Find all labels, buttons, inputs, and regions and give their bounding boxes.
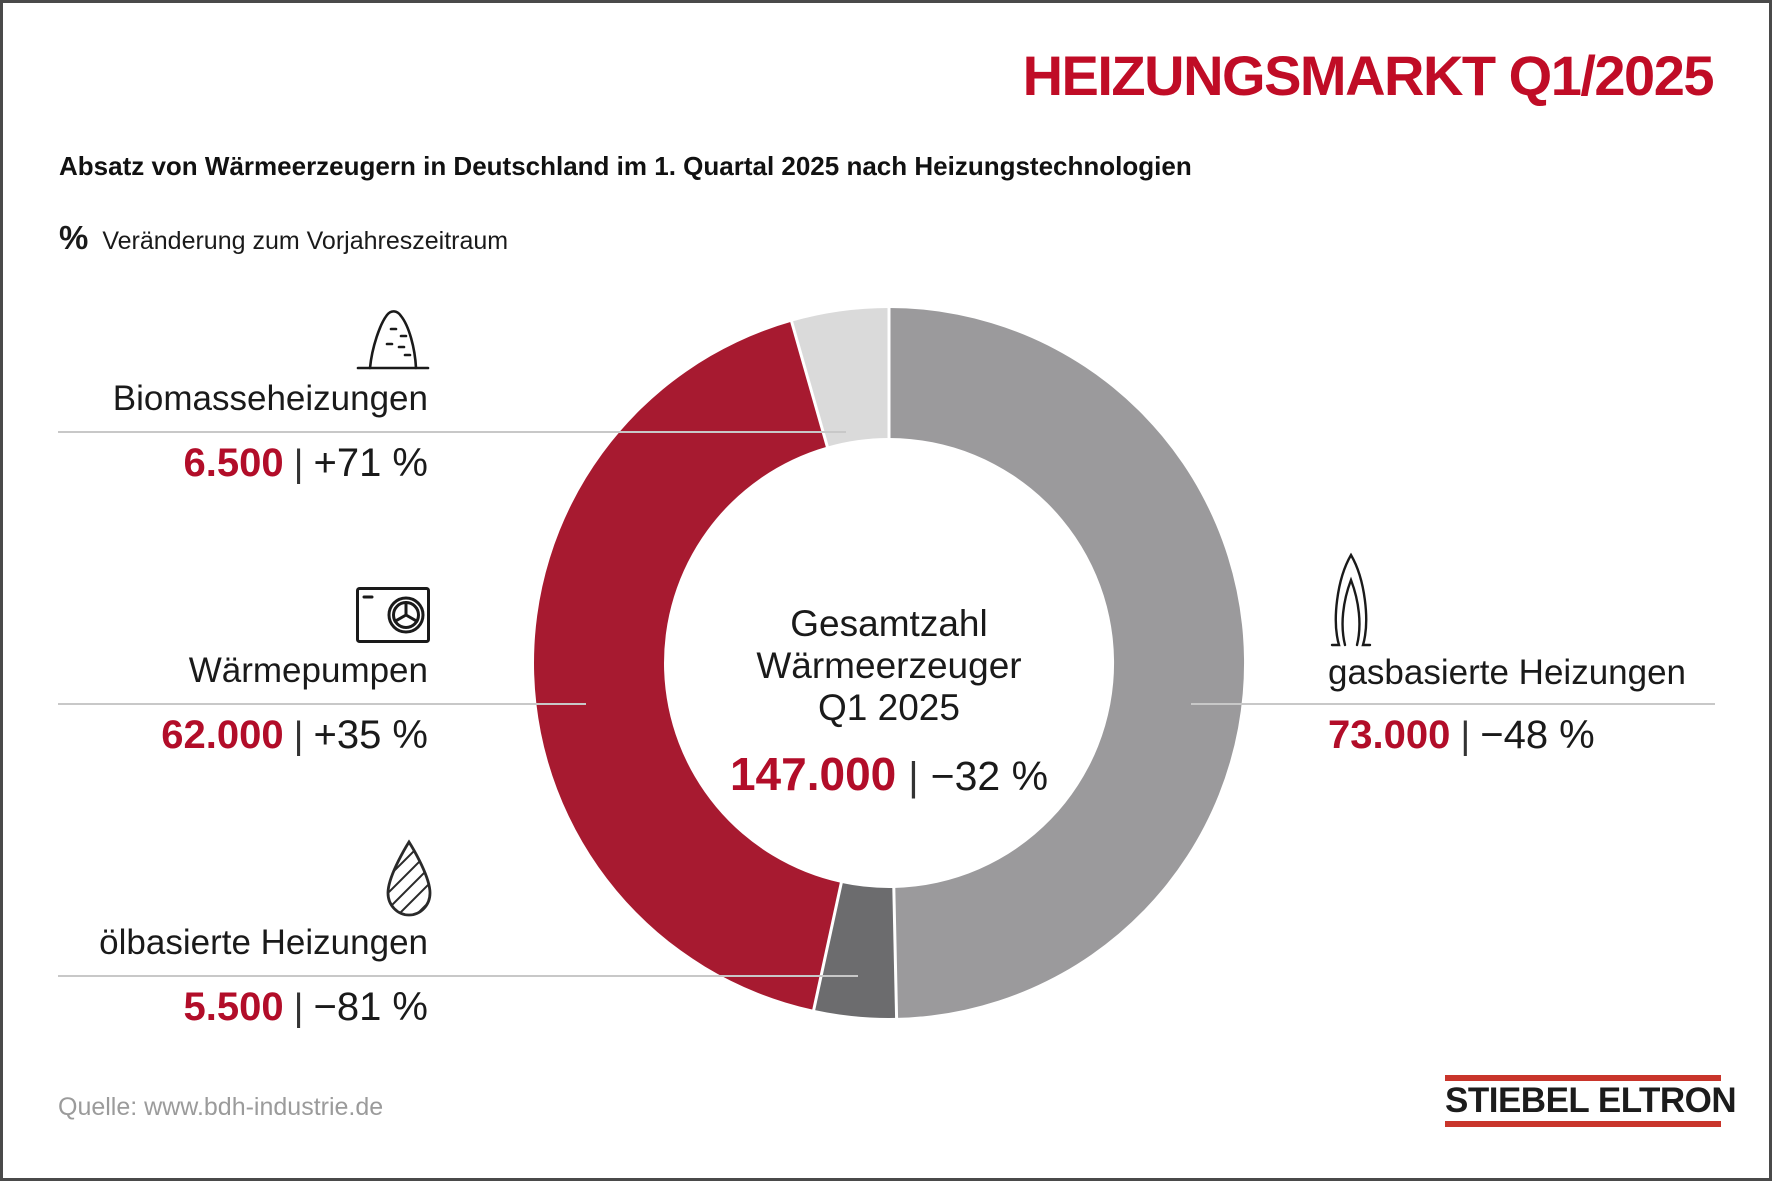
oil-value: 5.500: [183, 985, 284, 1029]
heatpump-label: Wärmepumpen: [188, 651, 428, 690]
logo-bar-bottom: [1445, 1121, 1721, 1127]
gas-flame-icon: [1329, 551, 1373, 649]
logo-text: STIEBEL ELTRON: [1445, 1081, 1737, 1120]
donut-segment-biomass-pile: [791, 308, 889, 447]
heat-pump-icon: [355, 585, 431, 645]
leader-line-oil: [58, 975, 858, 977]
donut-segment-gas-flame: [889, 308, 1245, 1018]
leader-line-biomass: [58, 431, 846, 433]
donut-segment-divider: [811, 880, 844, 1013]
gas-label: gasbasierte Heizungen: [1328, 653, 1687, 692]
biomass-value: 6.500: [183, 441, 284, 485]
oil-change: −81 %: [313, 985, 428, 1029]
oil-label: ölbasierte Heizungen: [99, 923, 428, 962]
oil-values: 5.500 | −81 %: [58, 985, 428, 1030]
percent-symbol: %: [59, 219, 89, 256]
logo-bar-top: [1445, 1075, 1721, 1081]
stiebel-eltron-logo: STIEBEL ELTRON: [1445, 1075, 1737, 1127]
donut-segment-divider: [892, 885, 899, 1020]
donut-center-label: Gesamtzahl Wärmeerzeuger Q1 2025 147.000…: [649, 603, 1129, 801]
leader-line-gas: [1191, 703, 1715, 705]
center-line-2: Wärmeerzeuger: [756, 645, 1022, 686]
biomass-pile-icon: [355, 305, 431, 373]
center-line-1: Gesamtzahl: [790, 603, 988, 644]
gas-change: −48 %: [1480, 713, 1595, 757]
center-total-change: −32 %: [930, 753, 1049, 799]
heatpump-change: +35 %: [313, 713, 428, 757]
center-line-3: Q1 2025: [818, 687, 960, 728]
oil-drop-icon: [384, 839, 434, 919]
oil-separator: |: [293, 987, 304, 1029]
heatpump-value: 62.000: [161, 713, 284, 757]
source-text: Quelle: www.bdh-industrie.de: [58, 1093, 384, 1121]
biomass-label: Biomasseheizungen: [112, 379, 428, 418]
biomass-separator: |: [293, 443, 304, 485]
biomass-values: 6.500 | +71 %: [58, 441, 428, 486]
donut-chart: [499, 273, 1279, 1053]
gas-separator: |: [1460, 715, 1471, 757]
center-separator: |: [908, 755, 919, 799]
heatpump-values: 62.000 | +35 %: [58, 713, 428, 758]
donut-segment-divider: [789, 319, 830, 449]
legend-note-text: Veränderung zum Vorjahreszeitraum: [102, 227, 509, 255]
subtitle: Absatz von Wärmeerzeugern in Deutschland…: [59, 151, 1192, 181]
biomass-change: +71 %: [313, 441, 428, 485]
gas-value: 73.000: [1328, 713, 1451, 757]
legend-note: % Veränderung zum Vorjahreszeitraum: [59, 219, 508, 257]
leader-line-heatpump: [58, 703, 586, 705]
heatpump-separator: |: [293, 715, 304, 757]
donut-segment-heat-pump: [534, 321, 842, 1010]
center-total-value: 147.000: [729, 748, 897, 800]
center-total-row: 147.000 | −32 %: [649, 747, 1129, 801]
gas-values: 73.000 | −48 %: [1328, 713, 1595, 758]
page-title: HEIZUNGSMARKT Q1/2025: [1022, 44, 1715, 107]
donut-svg: [534, 306, 1245, 1020]
